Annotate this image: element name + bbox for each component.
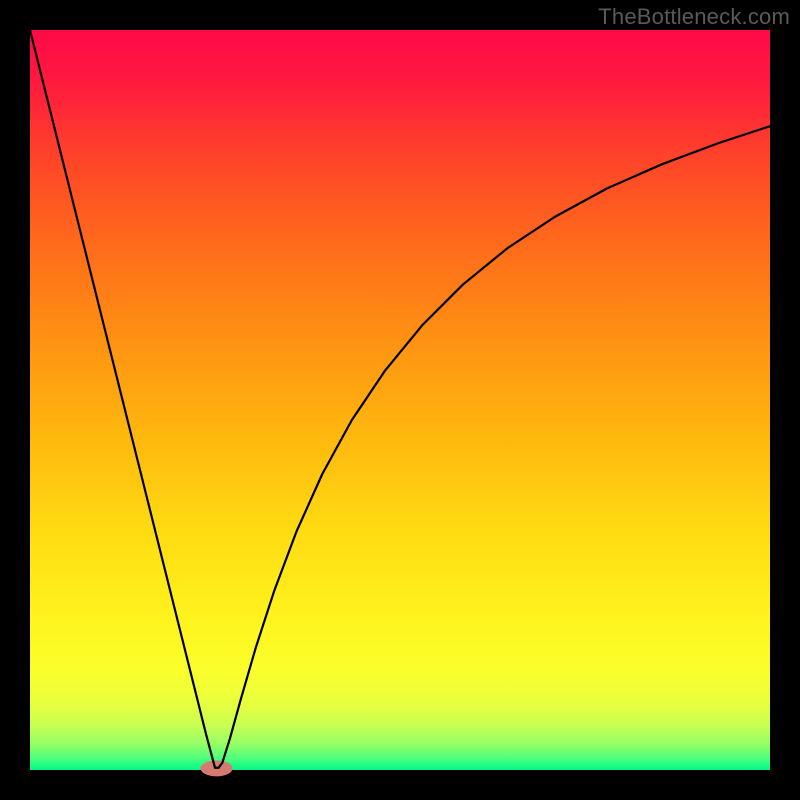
watermark-text: TheBottleneck.com [598,4,790,30]
bottleneck-chart [0,0,800,800]
figure-container: TheBottleneck.com [0,0,800,800]
plot-background-gradient [30,30,770,770]
